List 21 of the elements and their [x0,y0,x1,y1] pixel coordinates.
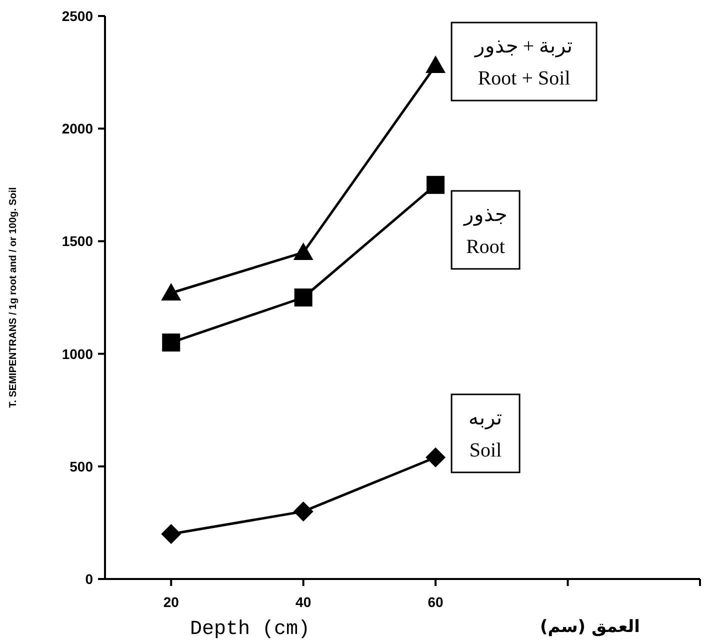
x-axis-title: Depth (cm) [190,618,310,640]
point [426,176,445,194]
x-tick-label: 60 [428,594,444,610]
point [162,334,180,352]
y-tick-label: 2000 [62,120,94,137]
y-axis-title: T. SEMIPENTRANS / 1g root and / or 100g. Soil [8,186,19,408]
point [293,501,314,522]
point [161,282,182,300]
x-tick-label: 20 [163,594,180,610]
point [426,447,446,468]
point [294,288,312,306]
y-tick-label: 1500 [62,233,94,250]
x-tick-label: 40 [296,594,312,610]
point [293,242,314,260]
point [426,56,446,74]
y-tick-label: 500 [70,458,94,474]
y-tick-label: 0 [85,571,94,587]
point [161,524,182,544]
y-tick-label: 2500 [62,8,94,24]
y-tick-label: 1000 [62,346,94,362]
text: العمق (سم) [540,617,640,637]
